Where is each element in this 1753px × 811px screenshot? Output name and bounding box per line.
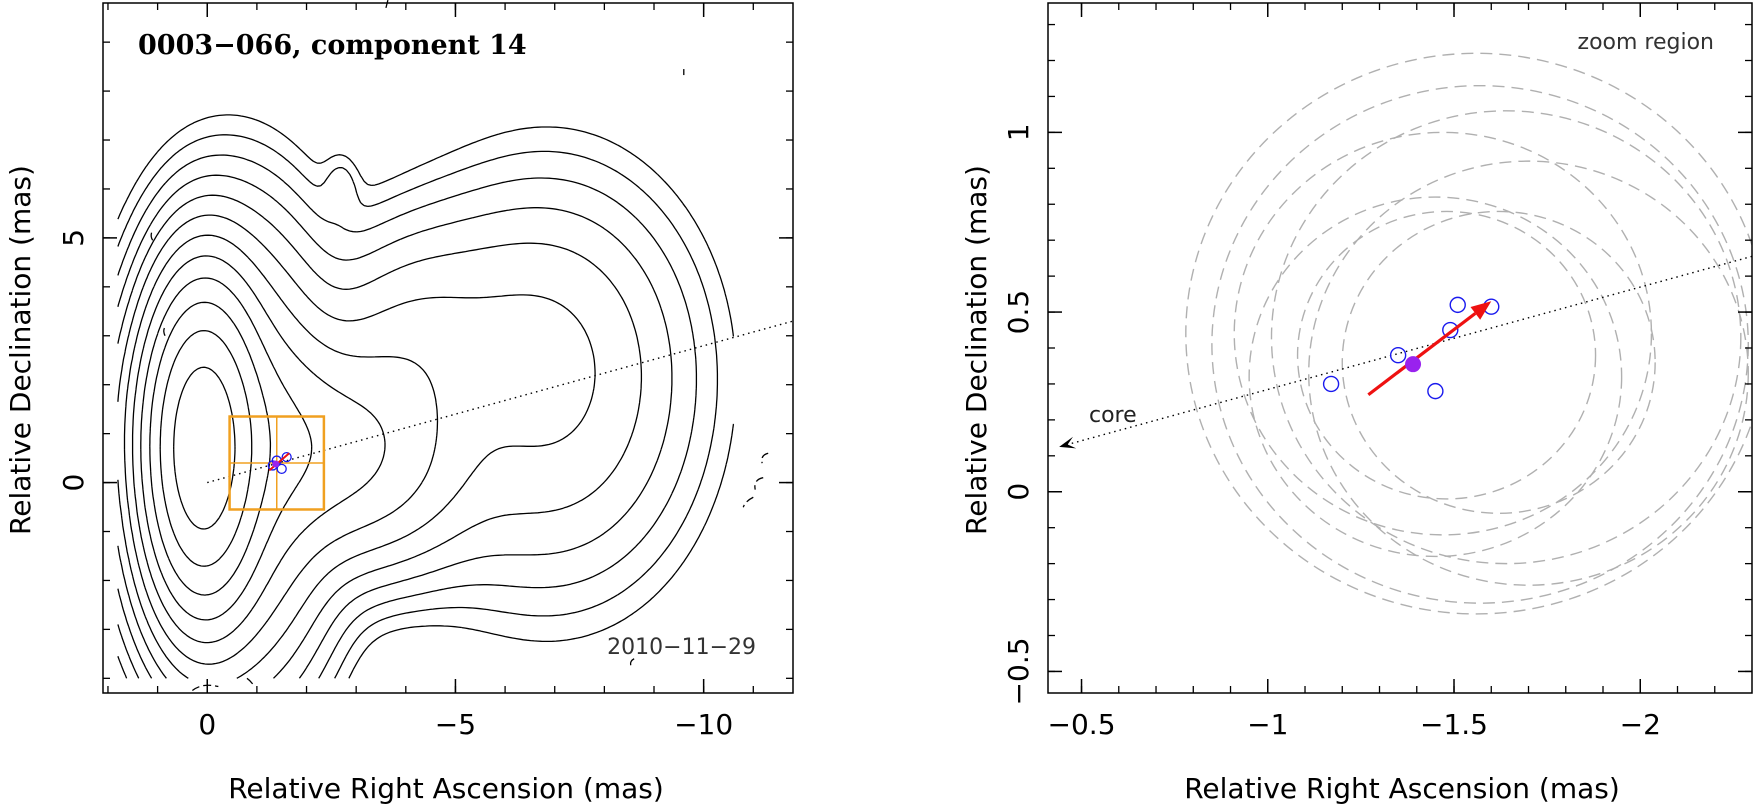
mean-position-marker [272, 460, 280, 468]
error-circle [1185, 52, 1752, 615]
error-circle [1233, 131, 1653, 536]
noise-contour-fragment [754, 477, 764, 490]
contour-level-5 [117, 194, 643, 679]
right-panel-zoom-region: −0.5 −1 −1.5 −2 −0.5 0 0.5 1 zoom region core R… [960, 2, 1753, 805]
noise-contour-fragment [385, 0, 389, 9]
component-position-marker [1322, 375, 1340, 393]
contour-level-10 [149, 301, 272, 596]
component-marker [276, 463, 287, 475]
right-overlay [1058, 255, 1753, 449]
contour-level-12 [173, 366, 236, 530]
noise-contour-fragment [191, 677, 254, 692]
contour-map [117, 114, 735, 679]
left-panel-contour-map: 0 −5 −10 0 5 0003−066, component 14 2010−11−… [4, 0, 794, 805]
core-direction-arrowhead [1059, 436, 1077, 449]
epoch-label: 2010−11−29 [607, 635, 756, 660]
right-x-tick-label: −2 [1620, 708, 1661, 741]
contour-level-3 [117, 154, 698, 679]
jet-axis-line [207, 320, 794, 484]
right-y-axis-title: Relative Declination (mas) [960, 165, 993, 535]
right-y-tick-label: 1 [1002, 123, 1035, 141]
right-x-tick-label: −0.5 [1048, 708, 1116, 741]
motion-vector-arrowhead [1470, 301, 1492, 320]
error-circle [1341, 210, 1656, 515]
motion-vector [268, 452, 290, 472]
left-y-axis-title: Relative Declination (mas) [4, 165, 37, 535]
jet-axis-line [1058, 255, 1753, 448]
mean-position-marker [1405, 356, 1422, 373]
error-circles [1185, 52, 1752, 615]
right-axis-ticks: −0.5 −1 −1.5 −2 −0.5 0 0.5 1 [1002, 3, 1752, 741]
contour-level-8 [131, 255, 386, 644]
component-position-marker [1389, 346, 1407, 364]
left-y-tick-label: 0 [57, 474, 90, 492]
noise-contour-fragment [150, 230, 154, 241]
left-x-tick-label: −5 [435, 708, 476, 741]
error-circle [1308, 160, 1749, 586]
left-x-tick-label: −10 [674, 708, 733, 741]
contour-level-7 [123, 234, 439, 665]
contour-level-4 [117, 174, 673, 679]
noise-contour-fragment [629, 658, 635, 670]
left-y-tick-label: 5 [57, 229, 90, 247]
component-position-marker [1449, 296, 1466, 314]
core-label: core [1089, 403, 1137, 428]
noise-contour-fragment [761, 452, 769, 464]
right-x-tick-label: −1 [1247, 708, 1288, 741]
component-marker [281, 451, 292, 463]
error-circle [1296, 210, 1597, 500]
right-y-tick-label: −0.5 [1002, 637, 1035, 705]
contour-level-6 [117, 214, 596, 679]
component-position-marker [1427, 382, 1444, 400]
right-panel-title: zoom region [1578, 30, 1714, 55]
error-circle [1211, 84, 1749, 604]
error-circle [1270, 110, 1742, 565]
contour-level-9 [140, 277, 313, 621]
left-plot-frame [102, 2, 794, 694]
right-x-axis-title: Relative Right Ascension (mas) [1184, 772, 1620, 805]
right-y-tick-label: 0.5 [1002, 290, 1035, 335]
left-x-axis-title: Relative Right Ascension (mas) [228, 772, 664, 805]
left-overlay [150, 0, 794, 692]
contour-level-11 [159, 329, 253, 567]
motion-vector-shaft [1367, 312, 1477, 396]
right-x-tick-label: −1.5 [1420, 708, 1488, 741]
component-position-marker [1442, 321, 1459, 339]
left-axis-ticks: 0 −5 −10 0 5 [57, 3, 793, 741]
noise-contour-fragment [742, 496, 754, 508]
contour-level-1 [117, 114, 735, 679]
contour-level-2 [117, 134, 719, 679]
noise-contour-fragment [163, 325, 167, 337]
left-panel-title: 0003−066, component 14 [138, 30, 527, 61]
right-y-tick-label: 0 [1002, 483, 1035, 501]
error-circle [1248, 196, 1623, 558]
left-x-tick-label: 0 [198, 708, 216, 741]
